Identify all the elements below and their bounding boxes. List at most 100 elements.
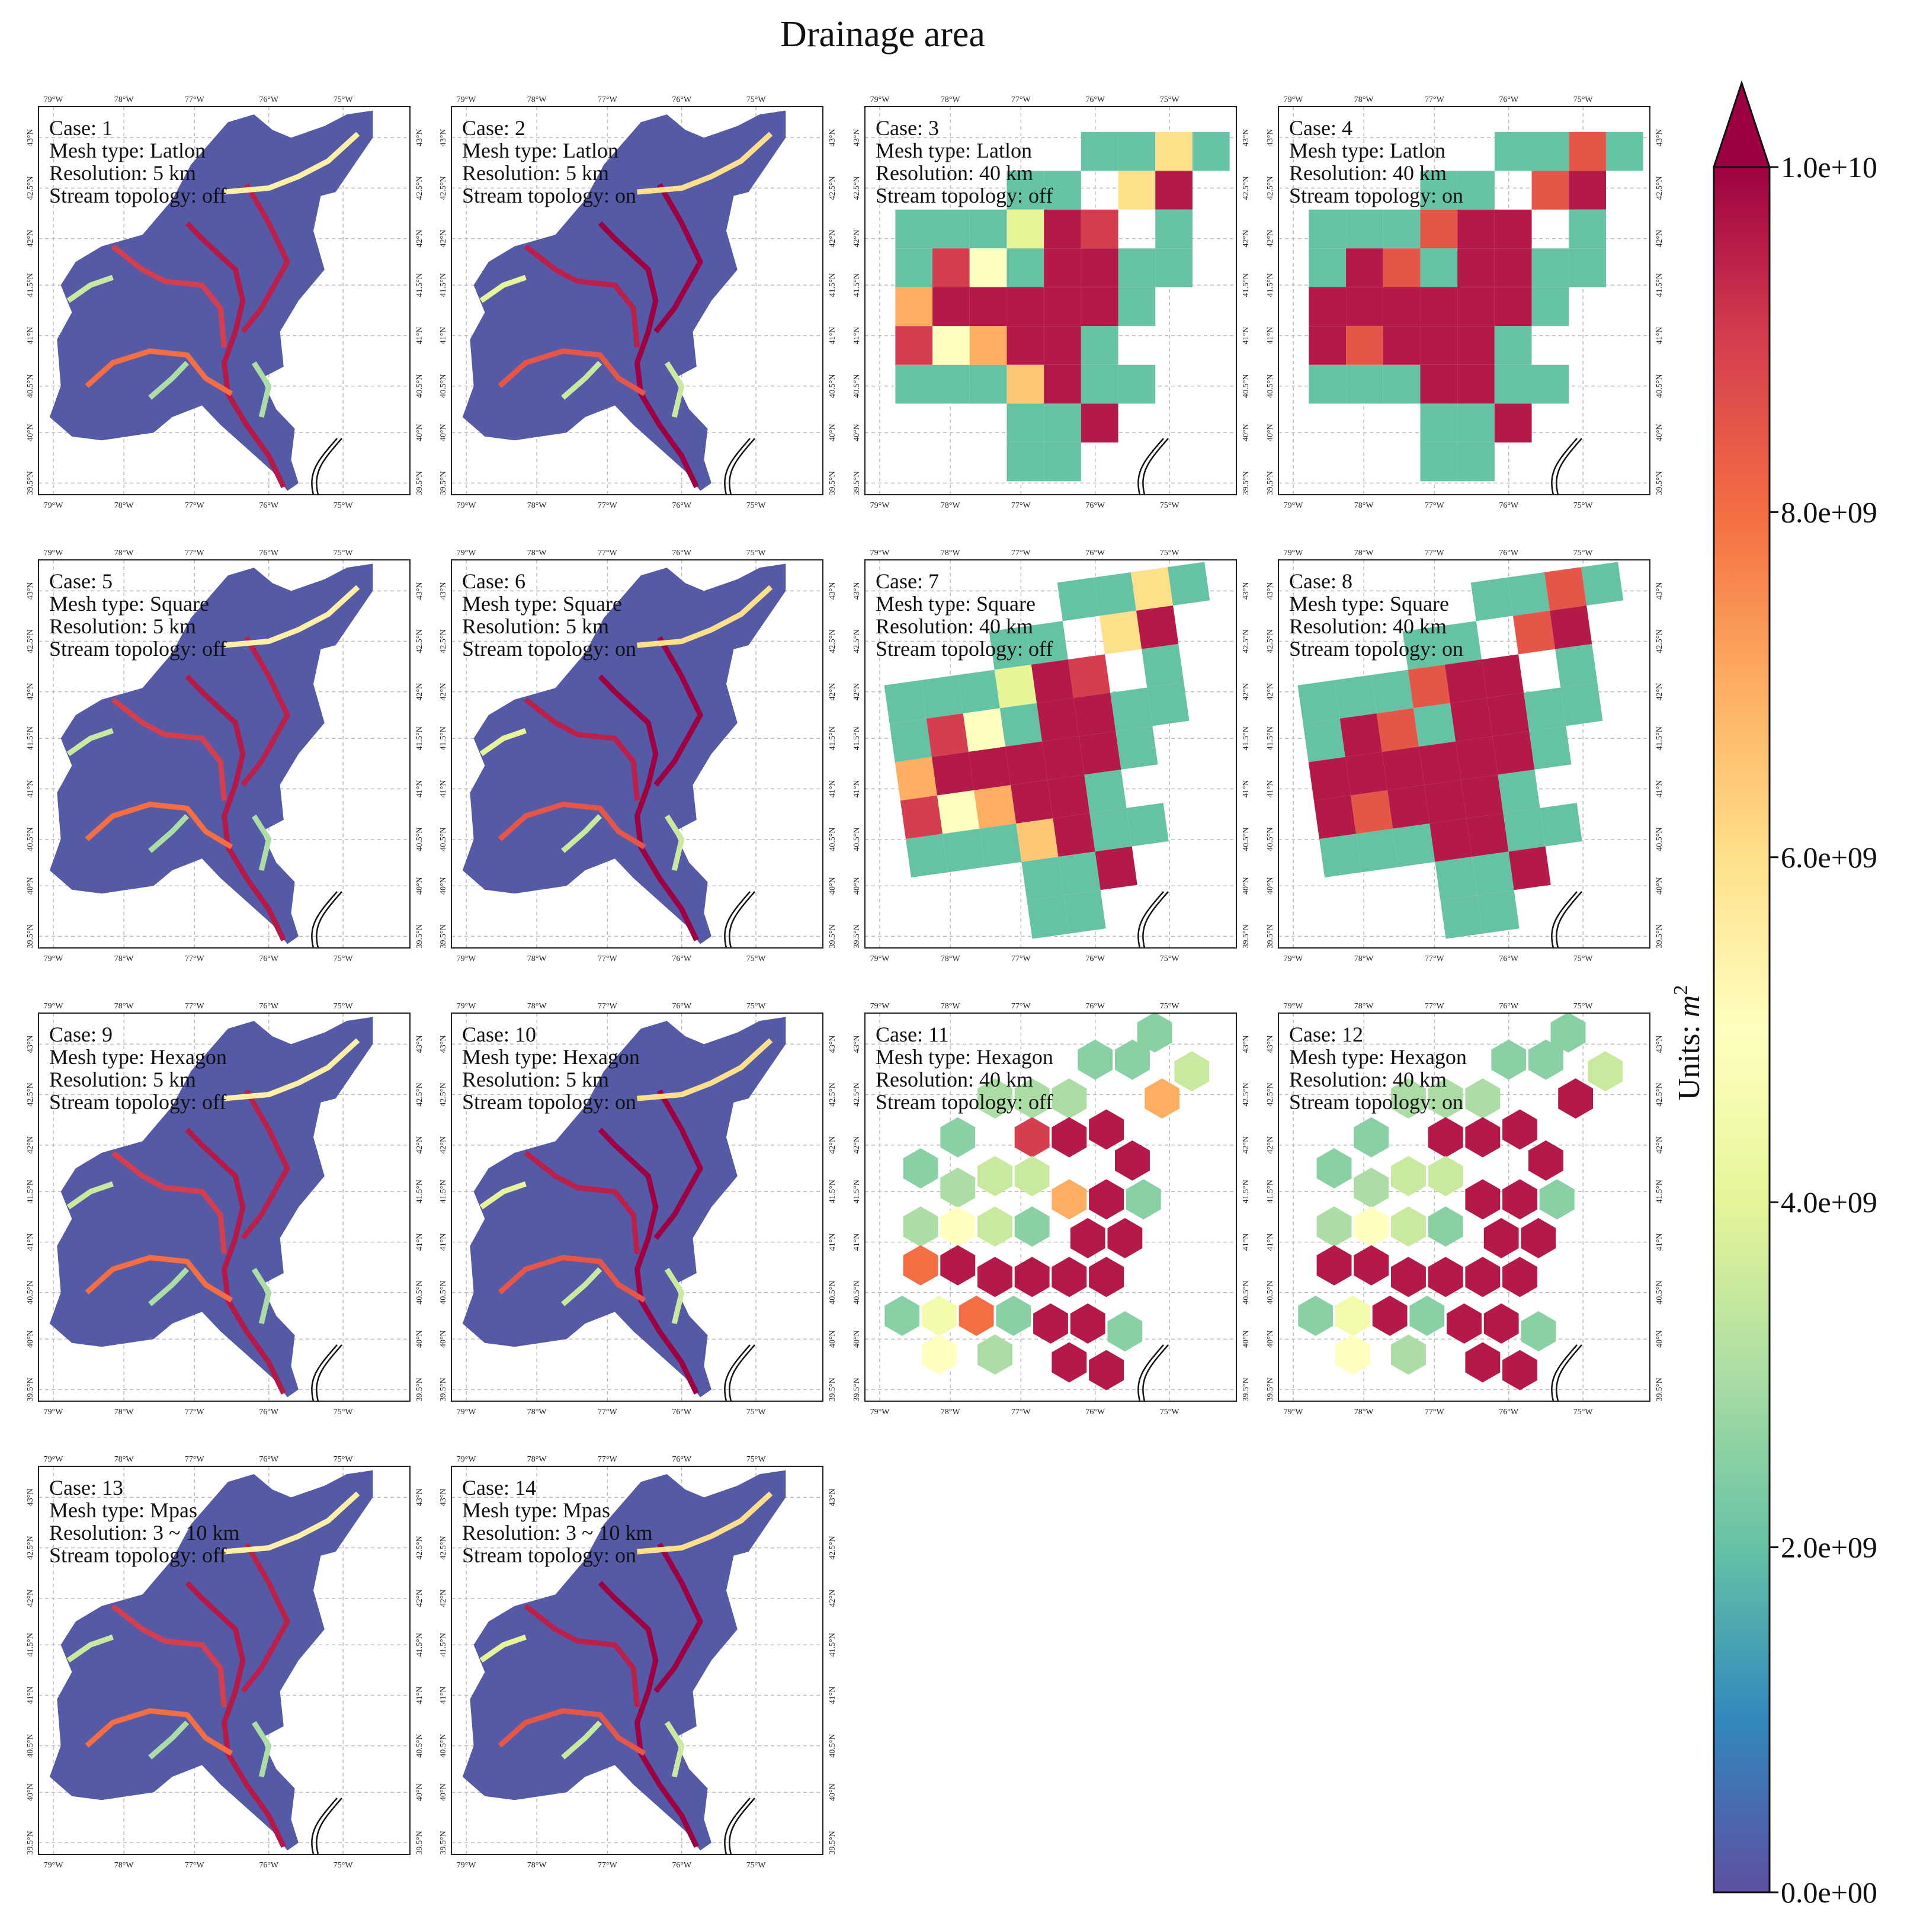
lat-tick-label: 43°N [1655,1036,1664,1053]
mesh-cell [1555,643,1598,688]
mesh-cell [1420,248,1458,287]
stream-line [598,674,699,941]
stream-line [479,274,527,303]
lat-tick-label: 41°N [1242,780,1251,798]
lat-tick-label: 41°N [1655,327,1664,345]
lat-tick-label: 43°N [828,129,837,147]
coastline [1137,438,1164,495]
lat-tick-label: 41°N [1266,780,1275,798]
lat-tick-label: 43°N [26,129,35,147]
lat-tick-label: 40°N [1655,424,1664,441]
lon-tick-label: 79°W [870,1408,890,1417]
mesh-cell [1319,834,1362,878]
lat-tick-label: 40.5°N [415,827,424,851]
lat-tick-label: 42°N [439,683,448,701]
lat-tick-label: 40°N [1655,1330,1664,1348]
lon-tick-label: 77°W [185,1002,205,1011]
coastline [724,438,751,495]
lat-tick-label: 41.5°N [1266,273,1275,297]
lat-tick-label: 40.5°N [1655,1280,1664,1304]
lon-tick-label: 79°W [457,1002,477,1011]
lon-tick-label: 78°W [941,1002,961,1011]
mesh-cell [1044,326,1081,365]
lat-tick-label: 42°N [1655,1136,1664,1154]
coastline [311,1344,338,1402]
lat-tick-label: 40°N [852,1330,861,1348]
mesh-cell [1420,209,1458,249]
lat-tick-label: 40.5°N [828,1280,837,1304]
lat-tick-label: 42°N [26,683,35,701]
lon-tick-label: 79°W [870,954,890,963]
lon-tick-label: 77°W [1425,1002,1445,1011]
panel-grid: 79°W 79°W 78°W 78°W 77°W 77°W 76°W 76°W 75°W 75°W… [26,95,1664,1870]
lat-tick-label: 40°N [1242,1330,1251,1348]
stream-line [561,1720,602,1760]
mesh-cell [1502,1179,1537,1220]
lon-tick-label: 76°W [1085,501,1105,510]
coastline [724,1798,751,1855]
lat-tick-label: 42.5°N [415,176,424,200]
mesh-cell [1507,572,1550,616]
mesh-cell [1007,248,1044,287]
coastline [1551,1344,1578,1402]
mesh-cell [1420,287,1458,326]
lat-tick-label: 42.5°N [26,629,35,653]
lat-tick-label: 39.5°N [828,1377,837,1401]
colorbar-tick-label: 2.0e+09 [1781,1531,1877,1564]
mesh-cell [1354,1167,1389,1208]
mesh-cell [932,364,970,404]
mesh-cell [1309,326,1347,365]
lat-tick-label: 42.5°N [439,1536,448,1559]
lat-tick-label: 43°N [439,1489,448,1507]
lon-tick-label: 79°W [870,1002,890,1011]
lat-tick-label: 42°N [1266,683,1275,701]
mesh-cell [884,680,927,724]
lon-tick-label: 78°W [1354,549,1374,558]
mesh-cell [1439,621,1482,665]
lat-tick-label: 42.5°N [415,1082,424,1106]
lat-tick-label: 40.5°N [828,1734,837,1757]
lon-tick-label: 79°W [870,95,890,104]
lat-tick-label: 41.5°N [26,1633,35,1657]
lat-tick-label: 39.5°N [828,471,837,495]
lon-tick-label: 76°W [672,501,692,510]
mesh-cell [1402,626,1445,670]
mesh-cell [1339,713,1382,757]
mesh-cell [1502,1109,1537,1150]
mesh-cell [1569,171,1606,210]
mesh-cell [1136,605,1179,649]
lat-tick-label: 43°N [1242,582,1251,600]
mesh-cell [1465,1179,1501,1220]
stream-line [185,1127,286,1395]
lon-tick-label: 77°W [598,1002,618,1011]
lat-tick-label: 42.5°N [1266,629,1275,653]
lat-tick-label: 42°N [828,1590,837,1607]
mesh-cell [1081,326,1118,365]
mesh-cell [1465,1117,1501,1158]
mesh-cell [1408,664,1450,709]
colorbar-tick-label: 8.0e+09 [1781,495,1877,528]
panel-case: Case: 11 [876,1023,949,1046]
lat-tick-label: 43°N [26,1489,35,1507]
lat-tick-label: 39.5°N [828,1831,837,1854]
lat-tick-label: 41°N [1242,1233,1251,1251]
lat-tick-label: 42°N [26,230,35,248]
panel-frame [451,106,823,495]
lon-tick-label: 75°W [1573,1002,1594,1011]
colorbar: 0.0e+00 2.0e+09 4.0e+09 6.0e+09 8.0e+09 1.0e+… [1670,80,1877,1909]
lat-tick-label: 42.5°N [26,176,35,200]
lat-tick-label: 43°N [828,582,837,600]
mesh-cell [996,1295,1031,1336]
lon-tick-label: 78°W [114,1455,134,1464]
mesh-cell [1540,803,1582,847]
lat-tick-label: 41°N [439,327,448,345]
mesh-cell [926,713,969,757]
mesh-cell [1007,326,1044,365]
lon-tick-label: 79°W [457,1408,477,1417]
mesh-cell [1346,209,1383,249]
mesh-cell [989,626,1031,670]
lon-tick-label: 76°W [259,954,279,963]
mesh-cell [1420,364,1458,404]
mesh-cell [979,824,1022,867]
colorbar-extend-arrow [1712,80,1771,168]
